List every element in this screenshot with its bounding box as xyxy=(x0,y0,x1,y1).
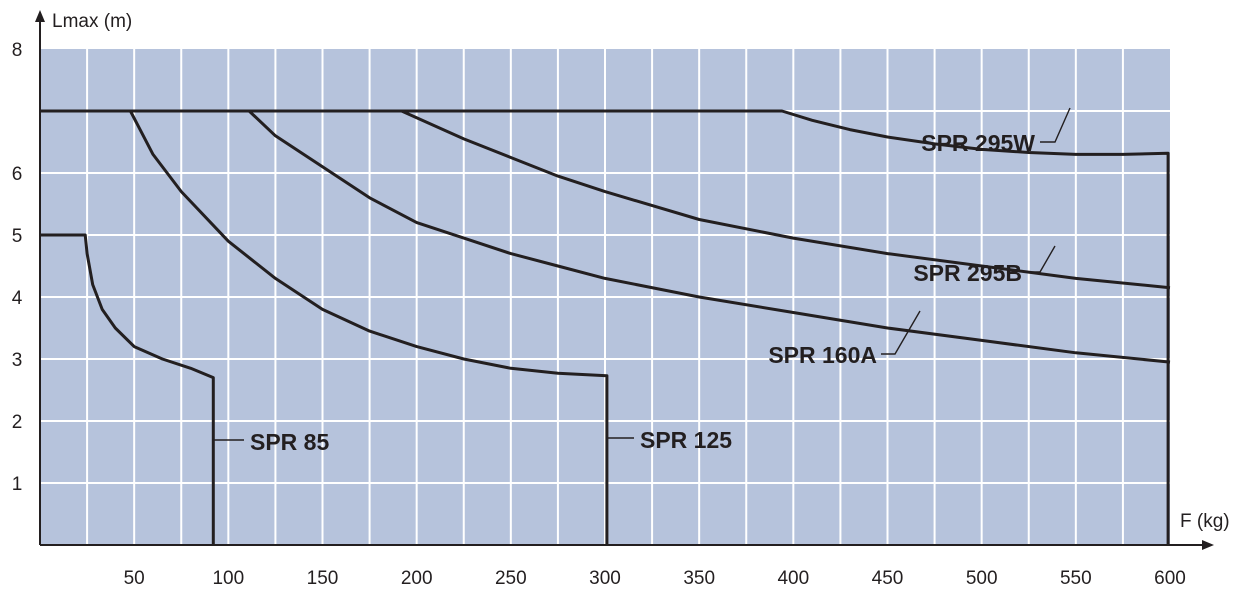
y-tick-label: 2 xyxy=(12,412,23,433)
x-tick-label: 200 xyxy=(401,568,433,589)
x-tick-label: 600 xyxy=(1154,568,1186,589)
series-label: SPR 295B xyxy=(913,260,1022,286)
x-tick-label: 250 xyxy=(495,568,527,589)
series-labels: SPR 85 SPR 125 SPR 160A SPR 295B SPR 295W xyxy=(212,107,1071,455)
y-tick-label: 5 xyxy=(12,226,23,247)
series-label: SPR 85 xyxy=(250,429,329,455)
y-tick-label: 4 xyxy=(12,288,23,309)
x-tick-label: 400 xyxy=(777,568,809,589)
leader-line xyxy=(881,310,921,355)
axes xyxy=(35,10,1214,550)
x-axis-arrow xyxy=(1202,540,1214,550)
x-tick-label: 550 xyxy=(1060,568,1092,589)
series-label: SPR 295W xyxy=(921,130,1035,156)
series-label: SPR 125 xyxy=(640,427,732,453)
y-tick-label: 3 xyxy=(12,350,23,371)
x-tick-label: 450 xyxy=(872,568,904,589)
y-tick-label: 1 xyxy=(12,474,23,495)
leader-line xyxy=(1040,107,1071,143)
x-tick-label: 150 xyxy=(307,568,339,589)
series-line xyxy=(40,109,1170,545)
x-tick-label: 500 xyxy=(966,568,998,589)
y-tick-label: 6 xyxy=(12,164,23,185)
leader-line xyxy=(1026,245,1056,273)
series-line xyxy=(40,109,1171,364)
series-curves xyxy=(40,109,1171,545)
series-line xyxy=(40,109,1171,290)
tick-labels: 50 100 150 200 250 300 350 400 450 500 550 600 1 2 3 4 5… xyxy=(12,40,1186,589)
grid xyxy=(40,49,1170,545)
y-axis-title: Lmax (m) xyxy=(52,11,132,32)
series-line xyxy=(40,109,609,545)
y-axis-arrow xyxy=(35,10,45,22)
x-tick-label: 100 xyxy=(212,568,244,589)
x-axis-title: F (kg) xyxy=(1180,511,1230,532)
x-tick-label: 50 xyxy=(124,568,145,589)
x-tick-label: 350 xyxy=(683,568,715,589)
y-tick-label: 8 xyxy=(12,40,23,61)
x-tick-label: 300 xyxy=(589,568,621,589)
series-label: SPR 160A xyxy=(768,342,877,368)
series-line xyxy=(40,233,215,545)
